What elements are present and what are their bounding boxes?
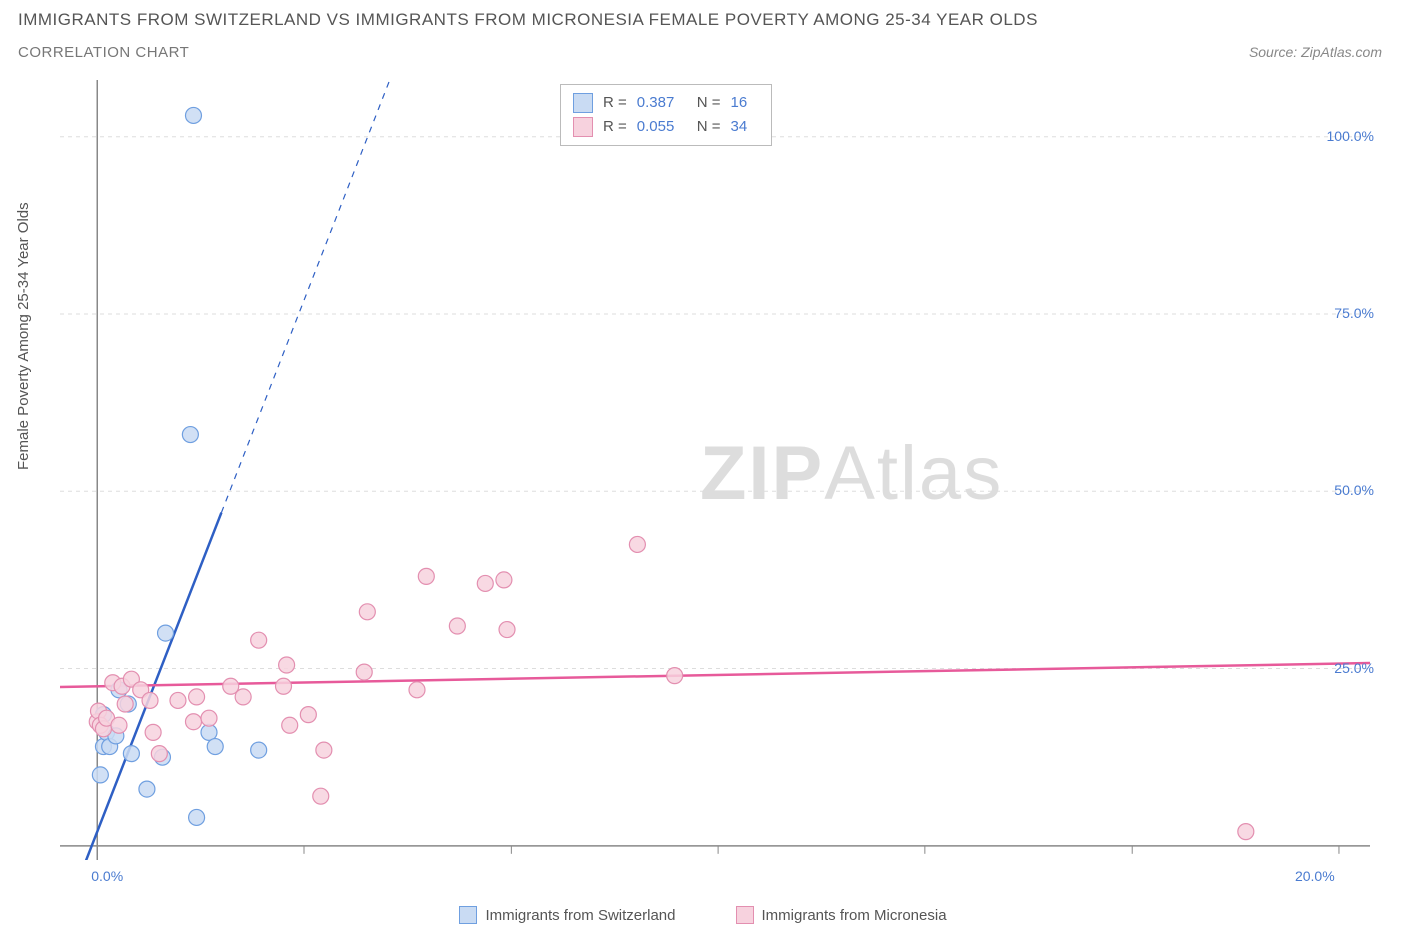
stat-r-value: 0.387 <box>637 91 687 115</box>
stat-r-label: R = <box>603 115 627 139</box>
source-credit: Source: ZipAtlas.com <box>1249 44 1382 60</box>
stat-n-value: 16 <box>731 91 759 115</box>
legend-item: Immigrants from Micronesia <box>736 906 947 924</box>
y-tick: 25.0% <box>1334 660 1374 676</box>
stat-swatch <box>573 117 593 137</box>
page-subtitle: CORRELATION CHART <box>18 44 189 61</box>
stat-n-value: 34 <box>731 115 759 139</box>
y-tick: 50.0% <box>1334 482 1374 498</box>
chart-area: ZIPAtlas R =0.387N =16R =0.055N =34 25.0… <box>60 80 1380 870</box>
x-tick: 20.0% <box>1295 868 1335 884</box>
scatter-chart <box>60 80 1370 860</box>
legend-label: Immigrants from Micronesia <box>762 907 947 924</box>
legend-swatch <box>736 906 754 924</box>
stat-r-value: 0.055 <box>637 115 687 139</box>
legend: Immigrants from Switzerland Immigrants fr… <box>0 906 1406 924</box>
stat-row: R = 0.387 N = 16 <box>573 91 759 115</box>
y-axis-label: Female Poverty Among 25-34 Year Olds <box>15 202 32 470</box>
correlation-stats-box: R = 0.387 N = 16 R = 0.055 N = 34 <box>560 84 772 146</box>
stat-row: R = 0.055 N = 34 <box>573 115 759 139</box>
y-tick: 75.0% <box>1334 305 1374 321</box>
page-title: IMMIGRANTS FROM SWITZERLAND VS IMMIGRANT… <box>18 10 1038 30</box>
stat-n-label: N = <box>697 91 721 115</box>
legend-item: Immigrants from Switzerland <box>459 906 675 924</box>
stat-n-label: N = <box>697 115 721 139</box>
x-tick: 0.0% <box>91 868 123 884</box>
y-tick: 100.0% <box>1327 128 1374 144</box>
stat-r-label: R = <box>603 91 627 115</box>
stat-swatch <box>573 93 593 113</box>
legend-label: Immigrants from Switzerland <box>485 907 675 924</box>
legend-swatch <box>459 906 477 924</box>
